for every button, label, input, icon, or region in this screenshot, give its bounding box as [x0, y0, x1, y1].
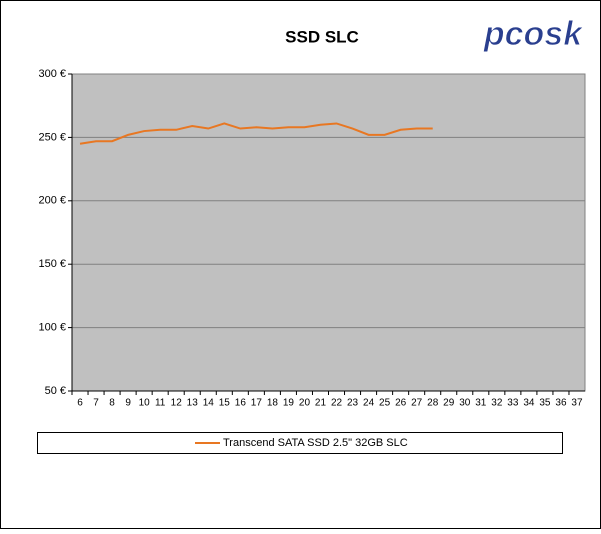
x-tick-label: 12	[171, 398, 183, 409]
x-tick-label: 31	[475, 398, 487, 409]
x-tick-label: 11	[155, 398, 166, 409]
x-tick-label: 35	[539, 398, 551, 409]
x-tick-label: 23	[347, 398, 359, 409]
x-tick-label: 9	[125, 398, 131, 409]
x-tick-label: 6	[77, 398, 83, 409]
chart-title: SSD SLC	[285, 27, 359, 46]
legend	[37, 432, 563, 454]
x-tick-label: 24	[363, 398, 375, 409]
x-tick-label: 26	[395, 398, 407, 409]
x-tick-label: 16	[235, 398, 247, 409]
y-tick-label: 100 €	[38, 322, 66, 334]
y-tick-label: 250 €	[38, 131, 66, 143]
line	[79, 122, 433, 145]
y-tick-label: 50 €	[45, 385, 66, 397]
y-tick-label: 300 €	[38, 68, 66, 80]
legend-label: Transcend SATA SSD 2.5" 32GB SLC	[223, 437, 408, 449]
y-tick-label: 150 €	[38, 258, 66, 270]
x-tick-label: 25	[379, 398, 391, 409]
x-tick-label: 8	[109, 398, 115, 409]
logo: pcosk	[483, 15, 584, 53]
x-tick-label: 14	[203, 398, 215, 409]
x-tick-label: 34	[523, 398, 535, 409]
x-tick-label: 21	[315, 398, 327, 409]
plot-area	[71, 73, 586, 392]
x-tick-label: 13	[187, 398, 199, 409]
x-tick-label: 32	[491, 398, 503, 409]
x-tick-label: 27	[411, 398, 423, 409]
x-tick-label: 10	[139, 398, 151, 409]
x-tick-label: 20	[299, 398, 311, 409]
x-tick-label: 30	[459, 398, 471, 409]
x-tick-label: 22	[331, 398, 343, 409]
x-tick-label: 17	[251, 398, 263, 409]
x-tick-label: 29	[443, 398, 455, 409]
x-tick-label: 36	[555, 398, 567, 409]
x-tick-label: 37	[571, 398, 583, 409]
x-tick-label: 18	[267, 398, 279, 409]
y-tick-label: 200 €	[38, 195, 66, 207]
x-tick-label: 33	[507, 398, 519, 409]
x-tick-label: 28	[427, 398, 439, 409]
x-tick-label: 15	[219, 398, 231, 409]
x-tick-label: 19	[283, 398, 295, 409]
x-tick-label: 7	[93, 398, 99, 409]
